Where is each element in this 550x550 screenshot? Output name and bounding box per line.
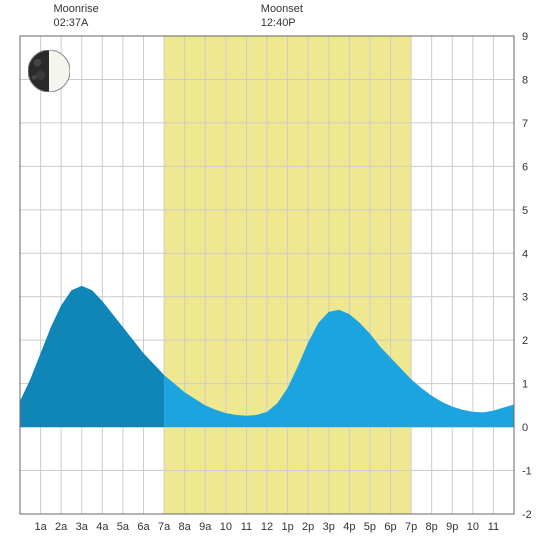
- svg-text:2a: 2a: [55, 521, 68, 533]
- svg-text:3p: 3p: [323, 521, 335, 533]
- svg-text:2: 2: [522, 335, 528, 347]
- svg-text:1a: 1a: [34, 521, 47, 533]
- svg-text:10: 10: [467, 521, 479, 533]
- svg-text:8: 8: [522, 74, 528, 86]
- svg-text:9a: 9a: [199, 521, 212, 533]
- svg-text:7: 7: [522, 118, 528, 130]
- svg-text:6a: 6a: [137, 521, 150, 533]
- moonrise-time: 02:37A: [54, 16, 99, 30]
- moonset-title: Moonset: [261, 2, 303, 16]
- svg-text:7a: 7a: [158, 521, 171, 533]
- moonrise-label: Moonrise 02:37A: [54, 2, 99, 31]
- svg-text:6p: 6p: [384, 521, 396, 533]
- y-axis-ticks: -2 -1 0 1 2 3 4 5 6 7 8 9: [522, 31, 532, 521]
- svg-text:3a: 3a: [76, 521, 89, 533]
- x-axis-ticks: 1a 2a 3a 4a 5a 6a 7a 8a 9a 10 11 12 1p 2p 3p 4p 5p 6p 7p 8p…: [34, 521, 499, 533]
- svg-text:5p: 5p: [364, 521, 376, 533]
- tide-chart: -2-10123456789 1a2a3a4a5a6a7a8a9a1011121…: [0, 0, 550, 550]
- moonset-label: Moonset 12:40P: [261, 2, 303, 31]
- svg-text:4p: 4p: [343, 521, 355, 533]
- tide-area-dark: [20, 286, 164, 427]
- svg-text:3: 3: [522, 292, 528, 304]
- svg-text:8a: 8a: [179, 521, 192, 533]
- svg-text:12: 12: [261, 521, 273, 533]
- svg-text:7p: 7p: [405, 521, 417, 533]
- svg-text:5a: 5a: [117, 521, 130, 533]
- svg-text:4: 4: [522, 248, 528, 260]
- moonset-time: 12:40P: [261, 16, 303, 30]
- svg-text:1p: 1p: [281, 521, 293, 533]
- svg-text:4a: 4a: [96, 521, 109, 533]
- svg-text:10: 10: [220, 521, 232, 533]
- moonrise-title: Moonrise: [54, 2, 99, 16]
- svg-text:0: 0: [522, 422, 528, 434]
- svg-text:11: 11: [488, 521, 499, 533]
- svg-text:2p: 2p: [302, 521, 314, 533]
- svg-text:8p: 8p: [426, 521, 438, 533]
- gridlines: [20, 36, 514, 514]
- moon-phase-icon: [28, 50, 70, 92]
- svg-text:9: 9: [522, 31, 528, 43]
- svg-text:-2: -2: [522, 509, 532, 521]
- svg-text:9p: 9p: [446, 521, 458, 533]
- svg-text:6: 6: [522, 161, 528, 173]
- svg-text:11: 11: [241, 521, 252, 533]
- svg-text:-1: -1: [522, 466, 532, 478]
- svg-text:5: 5: [522, 205, 528, 217]
- svg-text:1: 1: [522, 379, 528, 391]
